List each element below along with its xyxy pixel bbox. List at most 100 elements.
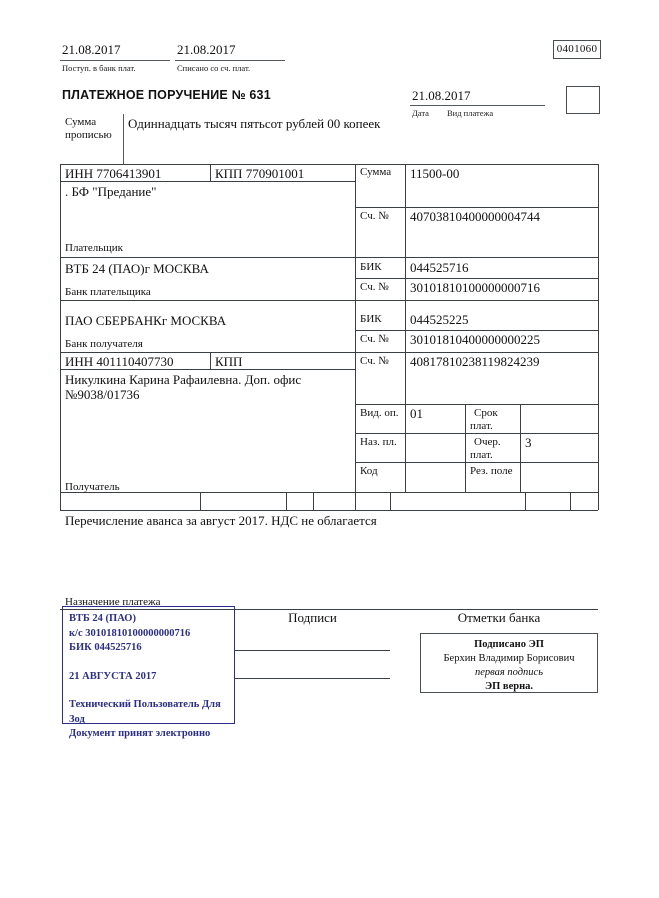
payee-name-line1: Никулкина Карина Рафаилевна. Доп. офис	[65, 372, 302, 387]
signature-line-2	[235, 678, 390, 679]
stamp-signed-title: Подписано ЭП	[474, 639, 544, 650]
electronic-acceptance-stamp: ВТБ 24 (ПАО) к/с 30101810100000000716 БИ…	[62, 606, 235, 739]
ocher-plat-label-line1: Очер.	[474, 436, 501, 448]
table-right-rail	[598, 164, 599, 510]
payee-account-label: Сч. №	[360, 355, 389, 367]
amount-words-divider	[123, 114, 124, 164]
payee-bank-account-label: Сч. №	[360, 333, 389, 345]
table-rule-inn-row	[60, 181, 355, 182]
stamp-signature-valid: ЭП верна.	[484, 681, 533, 692]
payee-account-value: 40817810238119824239	[410, 354, 540, 369]
kod-label: Код	[360, 465, 378, 477]
payer-inn: ИНН 7706413901	[65, 166, 162, 181]
payer-inn-kpp-divider	[210, 164, 211, 181]
payer-bank-name: ВТБ 24 (ПАО)г МОСКВА	[65, 261, 209, 276]
table-rule-payee-bottom	[60, 492, 598, 493]
payee-bank-name: ПАО СБЕРБАНКг МОСКВА	[65, 313, 227, 328]
payer-amount-label: Сумма	[360, 166, 392, 178]
payee-label: Получатель	[65, 481, 120, 493]
stamp-blue-gap-2	[69, 684, 234, 698]
srok-plat-label-line1: Срок	[474, 407, 498, 419]
amount-account-divider	[355, 207, 598, 208]
payee-bank-bik-value: 044525225	[410, 312, 469, 327]
form-code-box: 0401060	[553, 40, 601, 59]
stamp-blue-line4: 21 АВГУСТА 2017	[69, 670, 157, 682]
table-rule-payer-bottom	[60, 257, 598, 258]
rez-pole-label: Рез. поле	[470, 465, 513, 477]
payee-inn: ИНН 401110407730	[65, 354, 174, 369]
amount-words-label-line2: прописью	[65, 129, 112, 141]
stamp-signer-name: Берхин Владимир Борисович	[443, 653, 575, 664]
payer-label: Плательщик	[65, 242, 123, 254]
ocher-plat-label-line2: плат.	[470, 449, 493, 461]
doc-date-value: 21.08.2017	[412, 88, 471, 103]
amount-words-label-line1: Сумма	[65, 116, 97, 128]
payer-account-value: 40703810400000004744	[410, 209, 540, 224]
ocher-plat-value: 3	[525, 435, 532, 450]
payee-bank-bik-label: БИК	[360, 313, 382, 325]
payee-kpp: КПП	[215, 354, 243, 369]
payer-bank-bik-value: 044525716	[410, 260, 469, 275]
table-rule-payee-bank-bottom	[60, 352, 598, 353]
budget-cell-divider-3	[313, 492, 314, 510]
stamp-blue-line5: Технический Пользователь Для	[69, 699, 221, 710]
bottom-section-top-rule	[60, 609, 598, 610]
doc-date-label: Дата	[412, 108, 429, 118]
table-label-value-rail	[405, 164, 406, 492]
stamp-blue-line3: БИК 044525716	[69, 642, 142, 653]
payer-bank-label: Банк плательщика	[65, 286, 151, 298]
table-rule-payer-bank-bottom	[60, 300, 598, 301]
payer-name: . БФ "Предание"	[65, 184, 157, 199]
stamp-signer-role: первая подпись	[474, 667, 543, 678]
table-middle-rail	[355, 164, 356, 510]
table-rule-payee-inn-row	[60, 369, 355, 370]
received-date-value: 21.08.2017	[62, 42, 121, 57]
budget-cell-divider-5	[525, 492, 526, 510]
payer-account-label: Сч. №	[360, 210, 389, 222]
signatures-label: Подписи	[288, 610, 337, 625]
payee-name-line2: №9038/01736	[65, 387, 140, 402]
operation-grid-rule-2	[355, 433, 598, 434]
electronic-signature-stamp: Подписано ЭП Берхин Владимир Борисович п…	[420, 633, 598, 693]
stamp-blue-line2: к/с 30101810100000000716	[69, 627, 191, 639]
written-off-date-underline	[175, 60, 285, 61]
purpose-text: Перечисление аванса за август 2017. НДС …	[65, 513, 377, 528]
payer-bank-account-label: Сч. №	[360, 281, 389, 293]
operation-grid-top-rule	[355, 404, 598, 405]
signature-line-1	[235, 650, 390, 651]
stamp-blue-gap-1	[69, 656, 234, 670]
operation-grid-rail-3	[520, 404, 521, 492]
received-date-underline	[60, 60, 170, 61]
purpose-label: Назначение платежа	[65, 596, 161, 608]
budget-cell-divider-2	[286, 492, 287, 510]
table-rule-budget-bottom	[60, 510, 598, 511]
payment-kind-label: Вид платежа	[447, 108, 494, 118]
stamp-blue-line7: Документ принят электронно	[69, 728, 211, 739]
srok-plat-label-line2: плат.	[470, 420, 493, 432]
payee-bank-label: Банк получателя	[65, 338, 143, 350]
payer-bank-bik-label: БИК	[360, 261, 382, 273]
page-title: ПЛАТЕЖНОЕ ПОРУЧЕНИЕ № 631	[62, 88, 271, 102]
table-left-rail	[60, 164, 61, 510]
written-off-date-label: Списано со сч. плат.	[177, 63, 251, 73]
vid-op-label: Вид. оп.	[360, 407, 399, 419]
table-rule-top	[60, 164, 598, 165]
vid-op-value: 01	[410, 406, 423, 421]
payee-bank-bik-account-divider	[355, 330, 598, 331]
payer-kpp: КПП 770901001	[215, 166, 305, 181]
payer-bank-account-value: 30101810100000000716	[410, 280, 540, 295]
stamp-blue-line1: ВТБ 24 (ПАО)	[69, 613, 136, 624]
payer-amount-value: 11500-00	[410, 166, 460, 181]
received-date-label: Поступ. в банк плат.	[62, 63, 136, 73]
budget-cell-divider-4	[390, 492, 391, 510]
payee-inn-kpp-divider	[210, 352, 211, 369]
stamp-blue-line6: Зод	[69, 713, 85, 725]
payee-bank-account-value: 30101810400000000225	[410, 332, 540, 347]
payment-kind-underline	[443, 105, 545, 106]
operation-grid-rail-2	[465, 404, 466, 492]
bank-marks-label: Отметки банка	[457, 610, 541, 625]
naz-pl-label: Наз. пл.	[360, 436, 397, 448]
operation-grid-rule-3	[355, 462, 598, 463]
payment-kind-code-box	[566, 86, 600, 114]
